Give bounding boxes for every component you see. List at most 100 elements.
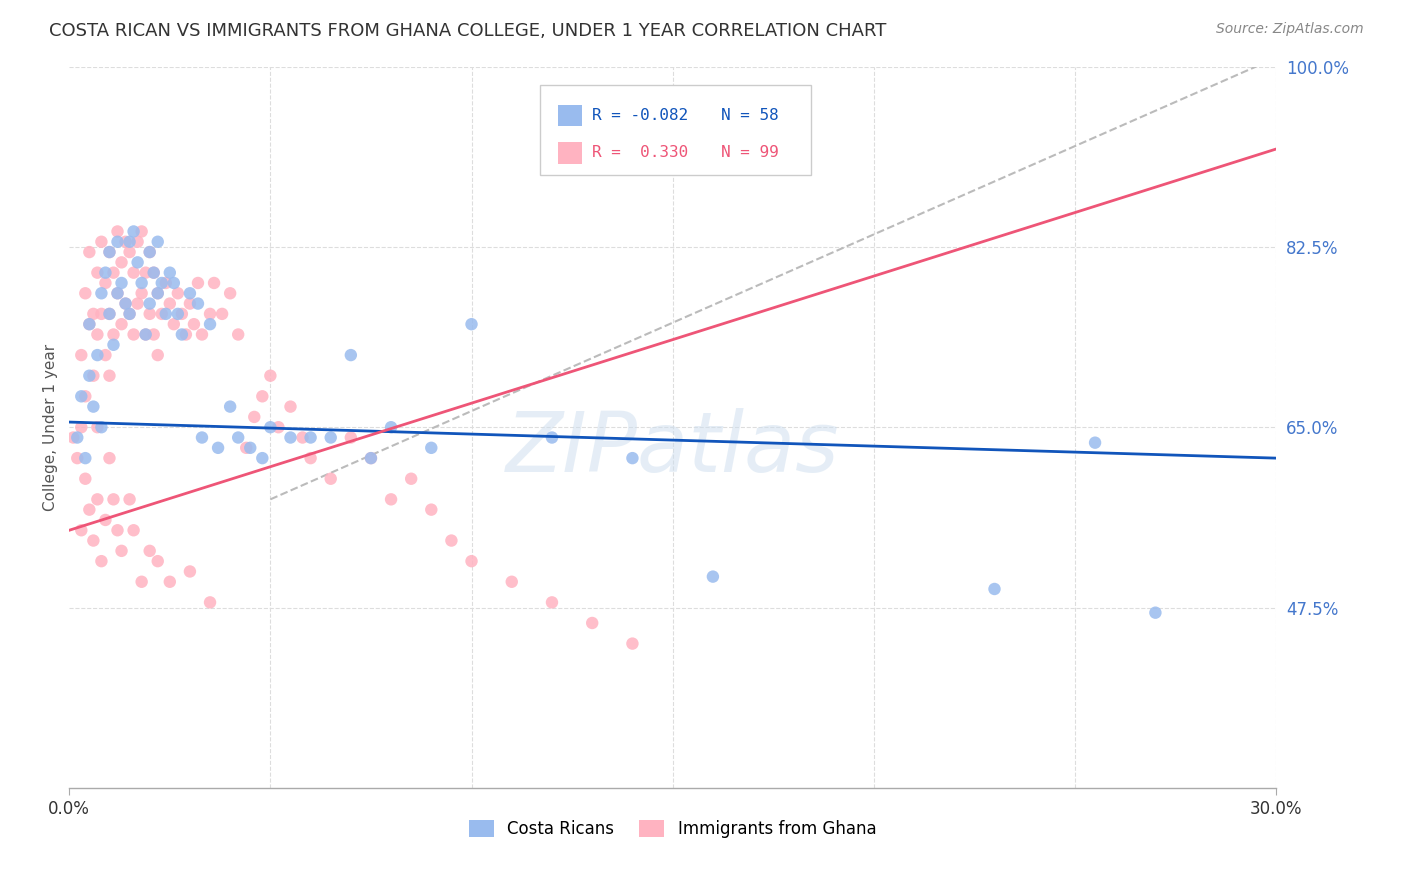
Point bbox=[146, 235, 169, 249]
Point bbox=[118, 492, 141, 507]
Point bbox=[219, 286, 242, 301]
Point bbox=[94, 348, 117, 362]
Point bbox=[202, 276, 225, 290]
Point bbox=[86, 348, 108, 362]
Text: R =  0.330: R = 0.330 bbox=[592, 145, 688, 161]
Point bbox=[103, 338, 125, 352]
Point bbox=[360, 451, 382, 466]
Point bbox=[79, 245, 101, 260]
Point bbox=[163, 317, 186, 331]
Point bbox=[159, 266, 181, 280]
Point bbox=[340, 348, 363, 362]
Point bbox=[70, 523, 93, 537]
Point bbox=[107, 224, 129, 238]
Point bbox=[146, 554, 169, 568]
Point bbox=[198, 595, 221, 609]
Point bbox=[146, 286, 169, 301]
Point bbox=[187, 276, 209, 290]
Point bbox=[122, 327, 145, 342]
Bar bbox=[558, 142, 582, 164]
Point bbox=[259, 368, 281, 383]
Point bbox=[150, 307, 173, 321]
Point bbox=[131, 276, 153, 290]
Point bbox=[131, 224, 153, 238]
Point bbox=[98, 307, 121, 321]
Point bbox=[226, 430, 249, 444]
Point bbox=[118, 307, 141, 321]
Point bbox=[138, 307, 160, 321]
Point bbox=[66, 451, 89, 466]
Point bbox=[501, 574, 523, 589]
Point bbox=[179, 286, 201, 301]
Point bbox=[79, 317, 101, 331]
Point bbox=[159, 296, 181, 310]
Point bbox=[127, 296, 149, 310]
Point bbox=[179, 296, 201, 310]
Point bbox=[460, 317, 482, 331]
Point bbox=[98, 307, 121, 321]
Point bbox=[340, 430, 363, 444]
Point bbox=[110, 317, 132, 331]
Text: Source: ZipAtlas.com: Source: ZipAtlas.com bbox=[1216, 22, 1364, 37]
Point bbox=[114, 235, 136, 249]
Point bbox=[420, 441, 443, 455]
Point bbox=[90, 420, 112, 434]
Point bbox=[70, 389, 93, 403]
Point bbox=[75, 451, 97, 466]
Point bbox=[66, 430, 89, 444]
Text: N = 99: N = 99 bbox=[721, 145, 779, 161]
Point bbox=[138, 544, 160, 558]
Point bbox=[219, 400, 242, 414]
Point bbox=[122, 523, 145, 537]
Point bbox=[163, 276, 186, 290]
Point bbox=[179, 565, 201, 579]
Point bbox=[380, 492, 402, 507]
Text: COSTA RICAN VS IMMIGRANTS FROM GHANA COLLEGE, UNDER 1 YEAR CORRELATION CHART: COSTA RICAN VS IMMIGRANTS FROM GHANA COL… bbox=[49, 22, 887, 40]
Point bbox=[86, 327, 108, 342]
Point bbox=[207, 441, 229, 455]
Point bbox=[146, 348, 169, 362]
Point bbox=[138, 245, 160, 260]
Point bbox=[239, 441, 262, 455]
Point bbox=[142, 327, 165, 342]
Point bbox=[114, 296, 136, 310]
Point bbox=[79, 368, 101, 383]
Point bbox=[166, 307, 188, 321]
Point bbox=[226, 327, 249, 342]
Point bbox=[243, 409, 266, 424]
Point bbox=[150, 276, 173, 290]
Point bbox=[166, 286, 188, 301]
Point bbox=[142, 266, 165, 280]
Point bbox=[299, 451, 322, 466]
Point bbox=[135, 327, 157, 342]
Point bbox=[440, 533, 463, 548]
Point bbox=[170, 307, 193, 321]
Point bbox=[135, 266, 157, 280]
Point bbox=[191, 327, 214, 342]
Point bbox=[702, 569, 724, 583]
Point bbox=[82, 368, 104, 383]
Point bbox=[131, 574, 153, 589]
Point bbox=[98, 245, 121, 260]
Point bbox=[155, 276, 177, 290]
Point bbox=[127, 255, 149, 269]
Point bbox=[103, 492, 125, 507]
Point bbox=[259, 420, 281, 434]
Point bbox=[94, 266, 117, 280]
Point bbox=[110, 255, 132, 269]
Point bbox=[235, 441, 257, 455]
Point bbox=[138, 296, 160, 310]
Point bbox=[399, 472, 422, 486]
Point bbox=[191, 430, 214, 444]
Point bbox=[79, 317, 101, 331]
Legend: Costa Ricans, Immigrants from Ghana: Costa Ricans, Immigrants from Ghana bbox=[463, 813, 883, 845]
Point bbox=[98, 368, 121, 383]
Text: R = -0.082: R = -0.082 bbox=[592, 108, 688, 123]
Point bbox=[581, 615, 603, 630]
Text: N = 58: N = 58 bbox=[721, 108, 779, 123]
Point bbox=[291, 430, 314, 444]
Point bbox=[62, 430, 84, 444]
Point bbox=[198, 317, 221, 331]
Point bbox=[110, 276, 132, 290]
Point bbox=[107, 235, 129, 249]
